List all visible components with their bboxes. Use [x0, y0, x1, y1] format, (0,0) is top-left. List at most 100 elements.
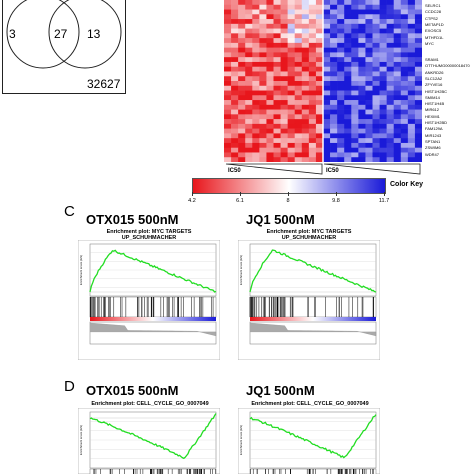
- heatmap-cell: [372, 42, 380, 48]
- panel-c-right-enrichment-plot: Enrichment score (ES): [238, 240, 380, 360]
- heatmap-cell: [301, 14, 310, 20]
- heatmap-cell: [323, 4, 331, 10]
- heatmap-cell: [407, 109, 416, 115]
- heatmap-cell: [330, 28, 338, 34]
- heatmap-cell: [252, 57, 260, 63]
- heatmap-cell: [351, 42, 359, 48]
- heatmap-cell: [273, 100, 281, 106]
- heatmap-cell: [245, 85, 253, 91]
- heatmap-cell: [266, 90, 274, 96]
- heatmap-cell: [252, 14, 260, 20]
- heatmap-cell: [315, 42, 324, 48]
- heatmap-cell: [400, 47, 409, 53]
- heatmap-cell: [344, 138, 352, 144]
- heatmap-cell: [308, 33, 317, 39]
- panel-d-left-enrichment-plot: Enrichment score (ES): [78, 408, 220, 474]
- heatmap-cell: [294, 85, 303, 91]
- heatmap-cell: [393, 9, 402, 15]
- gene-label: HIST1H4B: [425, 101, 445, 107]
- heatmap-cell: [273, 4, 281, 10]
- heatmap-cell: [294, 52, 303, 58]
- heatmap-cell: [224, 152, 232, 158]
- heatmap-cell: [351, 33, 359, 39]
- heatmap-cell: [280, 109, 288, 115]
- heatmap-cell: [280, 47, 288, 53]
- heatmap-cell: [365, 66, 373, 72]
- heatmap-cell: [287, 147, 296, 153]
- heatmap-cell: [379, 47, 387, 53]
- heatmap-cell: [414, 76, 422, 82]
- heatmap-cell: [414, 23, 422, 29]
- heatmap-cell: [231, 71, 239, 77]
- heatmap-cell: [337, 152, 345, 158]
- heatmap-cell: [252, 152, 260, 158]
- heatmap-cell: [379, 109, 387, 115]
- heatmap-cell: [323, 119, 331, 125]
- heatmap-cell: [308, 142, 317, 148]
- heatmap-cell: [238, 114, 246, 120]
- heatmap-cell: [330, 66, 338, 72]
- ic50-label-right: IC50: [326, 168, 339, 174]
- heatmap-cell: [372, 142, 380, 148]
- heatmap-cell: [344, 4, 352, 10]
- heatmap-cell: [379, 104, 387, 110]
- heatmap-cell: [238, 52, 246, 58]
- heatmap-cell: [400, 14, 409, 20]
- heatmap-cell: [259, 9, 267, 15]
- heatmap-cell: [308, 66, 317, 72]
- heatmap-cell: [372, 114, 380, 120]
- heatmap-cell: [224, 114, 232, 120]
- heatmap-cell: [358, 66, 366, 72]
- color-key-tick: [335, 192, 337, 196]
- heatmap-cell: [351, 0, 359, 6]
- heatmap-cell: [393, 28, 402, 34]
- heatmap-cell: [238, 152, 246, 158]
- heatmap-cell: [358, 61, 366, 67]
- heatmap-cell: [400, 42, 409, 48]
- heatmap-cell: [280, 71, 288, 77]
- heatmap-cell: [407, 14, 416, 20]
- heatmap-cell: [280, 114, 288, 120]
- heatmap-cell: [266, 71, 274, 77]
- heatmap-cell: [337, 47, 345, 53]
- heatmap-cell: [372, 133, 380, 139]
- heatmap-cell: [301, 95, 310, 101]
- heatmap-cell: [330, 138, 338, 144]
- heatmap-cell: [231, 66, 239, 72]
- heatmap-cell: [259, 109, 267, 115]
- heatmap-cell: [344, 100, 352, 106]
- heatmap-cell: [287, 61, 296, 67]
- heatmap-cell: [245, 128, 253, 134]
- heatmap-cell: [266, 19, 274, 25]
- expression-heatmap: [224, 0, 422, 162]
- heatmap-cell: [414, 38, 422, 44]
- heatmap-cell: [231, 47, 239, 53]
- heatmap-cell: [287, 76, 296, 82]
- heatmap-cell: [386, 128, 395, 134]
- heatmap-cell: [301, 66, 310, 72]
- heatmap-cell: [400, 76, 409, 82]
- heatmap-cell: [379, 71, 387, 77]
- heatmap-cell: [301, 76, 310, 82]
- heatmap-cell: [308, 47, 317, 53]
- heatmap-cell: [365, 19, 373, 25]
- heatmap-cell: [315, 47, 324, 53]
- heatmap-cell: [245, 142, 253, 148]
- heatmap-cell: [252, 100, 260, 106]
- heatmap-cell: [358, 57, 366, 63]
- heatmap-cell: [301, 119, 310, 125]
- heatmap-cell: [372, 100, 380, 106]
- heatmap-cell: [344, 23, 352, 29]
- heatmap-cell: [393, 114, 402, 120]
- heatmap-cell: [323, 76, 331, 82]
- heatmap-cell: [238, 100, 246, 106]
- heatmap-cell: [351, 142, 359, 148]
- heatmap-cell: [294, 76, 303, 82]
- heatmap-cell: [330, 90, 338, 96]
- heatmap-cell: [287, 38, 296, 44]
- heatmap-cell: [414, 138, 422, 144]
- heatmap-cell: [414, 114, 422, 120]
- heatmap-cell: [407, 90, 416, 96]
- heatmap-cell: [337, 90, 345, 96]
- heatmap-cell: [337, 119, 345, 125]
